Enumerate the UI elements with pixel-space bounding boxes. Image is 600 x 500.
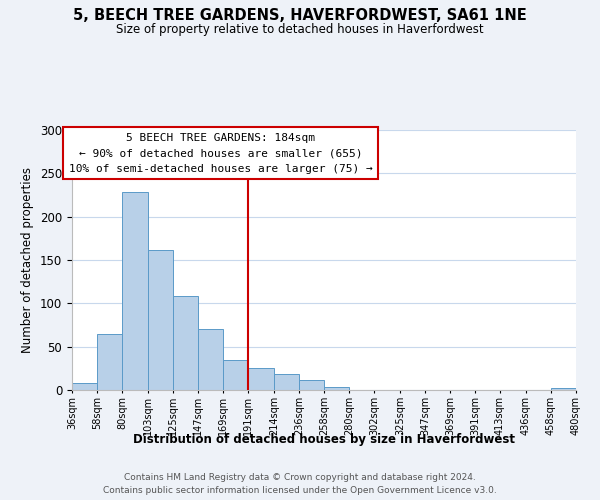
Bar (248, 368, 274, 390)
Bar (299, 380, 324, 390)
Bar (173, 296, 198, 390)
Text: 5, BEECH TREE GARDENS, HAVERFORDWEST, SA61 1NE: 5, BEECH TREE GARDENS, HAVERFORDWEST, SA… (73, 8, 527, 22)
Text: 5 BEECH TREE GARDENS: 184sqm
← 90% of detached houses are smaller (655)
10% of s: 5 BEECH TREE GARDENS: 184sqm ← 90% of de… (69, 132, 373, 174)
Bar (148, 250, 173, 390)
Text: Contains HM Land Registry data © Crown copyright and database right 2024.: Contains HM Land Registry data © Crown c… (124, 472, 476, 482)
Bar (551, 388, 576, 390)
Y-axis label: Number of detached properties: Number of detached properties (22, 167, 34, 353)
Bar (122, 192, 148, 390)
Bar (274, 374, 299, 390)
Bar (223, 360, 248, 390)
Bar (97, 334, 122, 390)
Bar (324, 388, 349, 390)
Bar (198, 330, 223, 390)
Bar (72, 383, 97, 390)
Text: Distribution of detached houses by size in Haverfordwest: Distribution of detached houses by size … (133, 432, 515, 446)
Text: Size of property relative to detached houses in Haverfordwest: Size of property relative to detached ho… (116, 22, 484, 36)
Text: Contains public sector information licensed under the Open Government Licence v3: Contains public sector information licen… (103, 486, 497, 495)
